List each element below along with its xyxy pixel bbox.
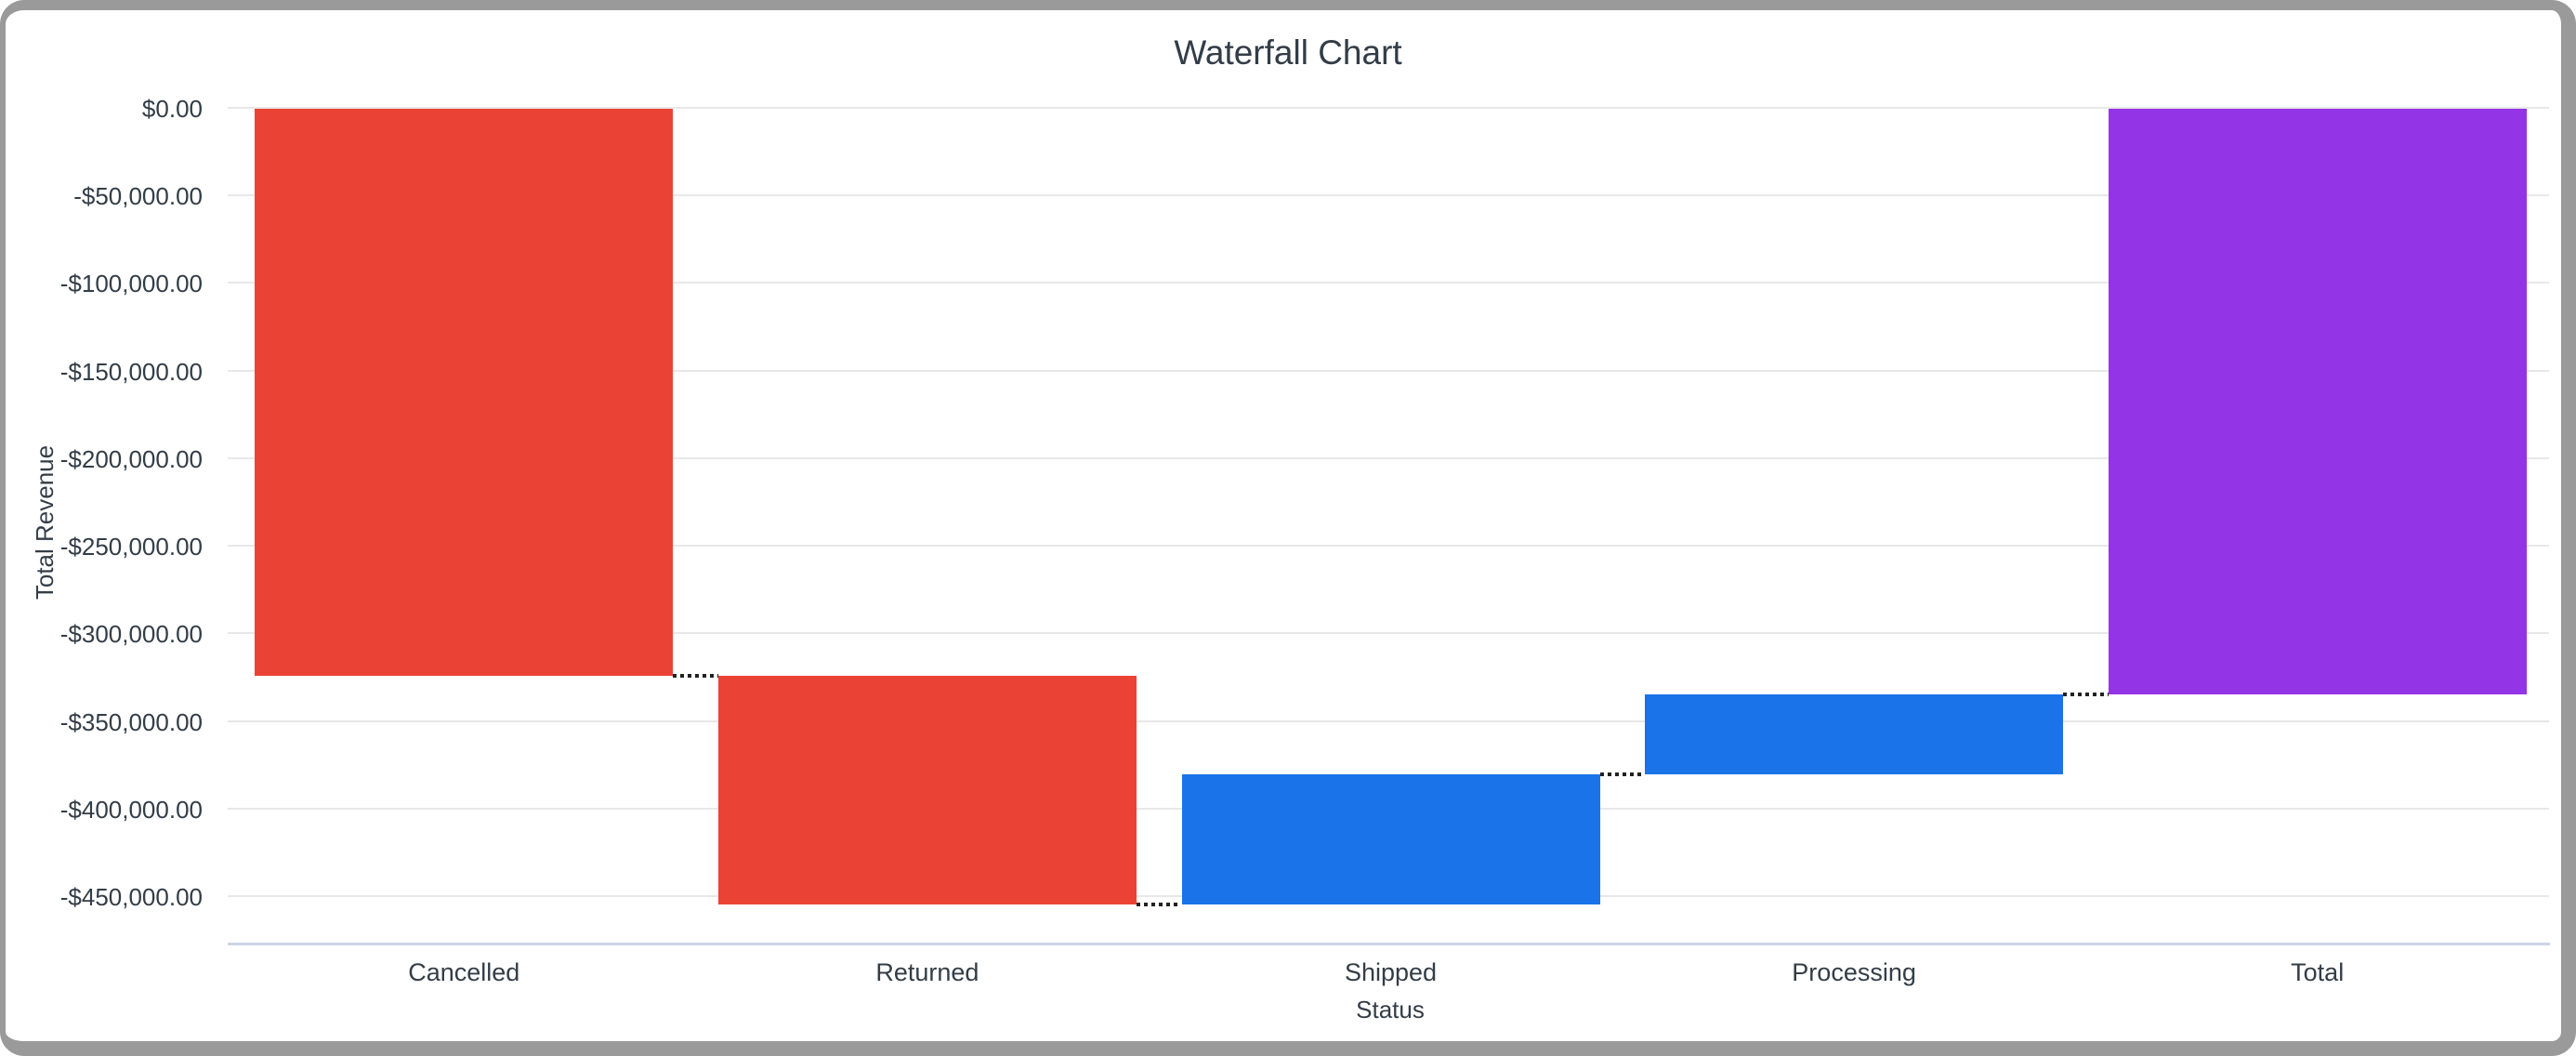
- gridline: [228, 282, 2549, 284]
- x-category-label: Returned: [875, 958, 979, 986]
- y-tick-label: -$100,000.00: [59, 270, 203, 298]
- y-tick-label: -$450,000.00: [59, 883, 203, 911]
- bar-cancelled[interactable]: [255, 109, 674, 676]
- y-axis-title: Total Revenue: [31, 444, 59, 601]
- x-category-label: Shipped: [1344, 958, 1438, 986]
- y-tick-label: -$350,000.00: [59, 707, 203, 736]
- y-tick-label: -$50,000.00: [73, 182, 203, 211]
- gridline: [228, 545, 2549, 548]
- bar-shipped[interactable]: [1181, 773, 1600, 904]
- chart-title: Waterfall Chart: [1174, 33, 1402, 72]
- y-tick-label: -$300,000.00: [59, 620, 203, 649]
- x-category-label: Processing: [1792, 958, 1916, 986]
- gridline: [228, 369, 2549, 372]
- bar-total[interactable]: [2108, 109, 2527, 694]
- x-axis-line: [228, 943, 2550, 945]
- bar-processing[interactable]: [1645, 693, 2064, 774]
- waterfall-connector: [673, 673, 718, 678]
- waterfall-connector: [2063, 692, 2109, 696]
- gridline: [228, 632, 2549, 635]
- gridline: [228, 194, 2549, 197]
- y-tick-label: -$250,000.00: [59, 533, 203, 561]
- y-tick-label: $0.00: [141, 95, 203, 123]
- x-category-label: Total: [2291, 958, 2345, 986]
- y-tick-label: -$200,000.00: [59, 444, 203, 473]
- waterfall-connector: [1599, 772, 1646, 776]
- x-category-label: Cancelled: [408, 958, 520, 986]
- x-axis-title: Status: [1356, 996, 1425, 1023]
- waterfall-connector: [1136, 902, 1182, 906]
- y-tick-label: -$400,000.00: [59, 795, 203, 824]
- gridline: [228, 456, 2549, 459]
- gridline: [228, 107, 2549, 109]
- gridline: [228, 719, 2549, 722]
- y-tick-label: -$150,000.00: [59, 357, 203, 386]
- bar-returned[interactable]: [717, 675, 1137, 904]
